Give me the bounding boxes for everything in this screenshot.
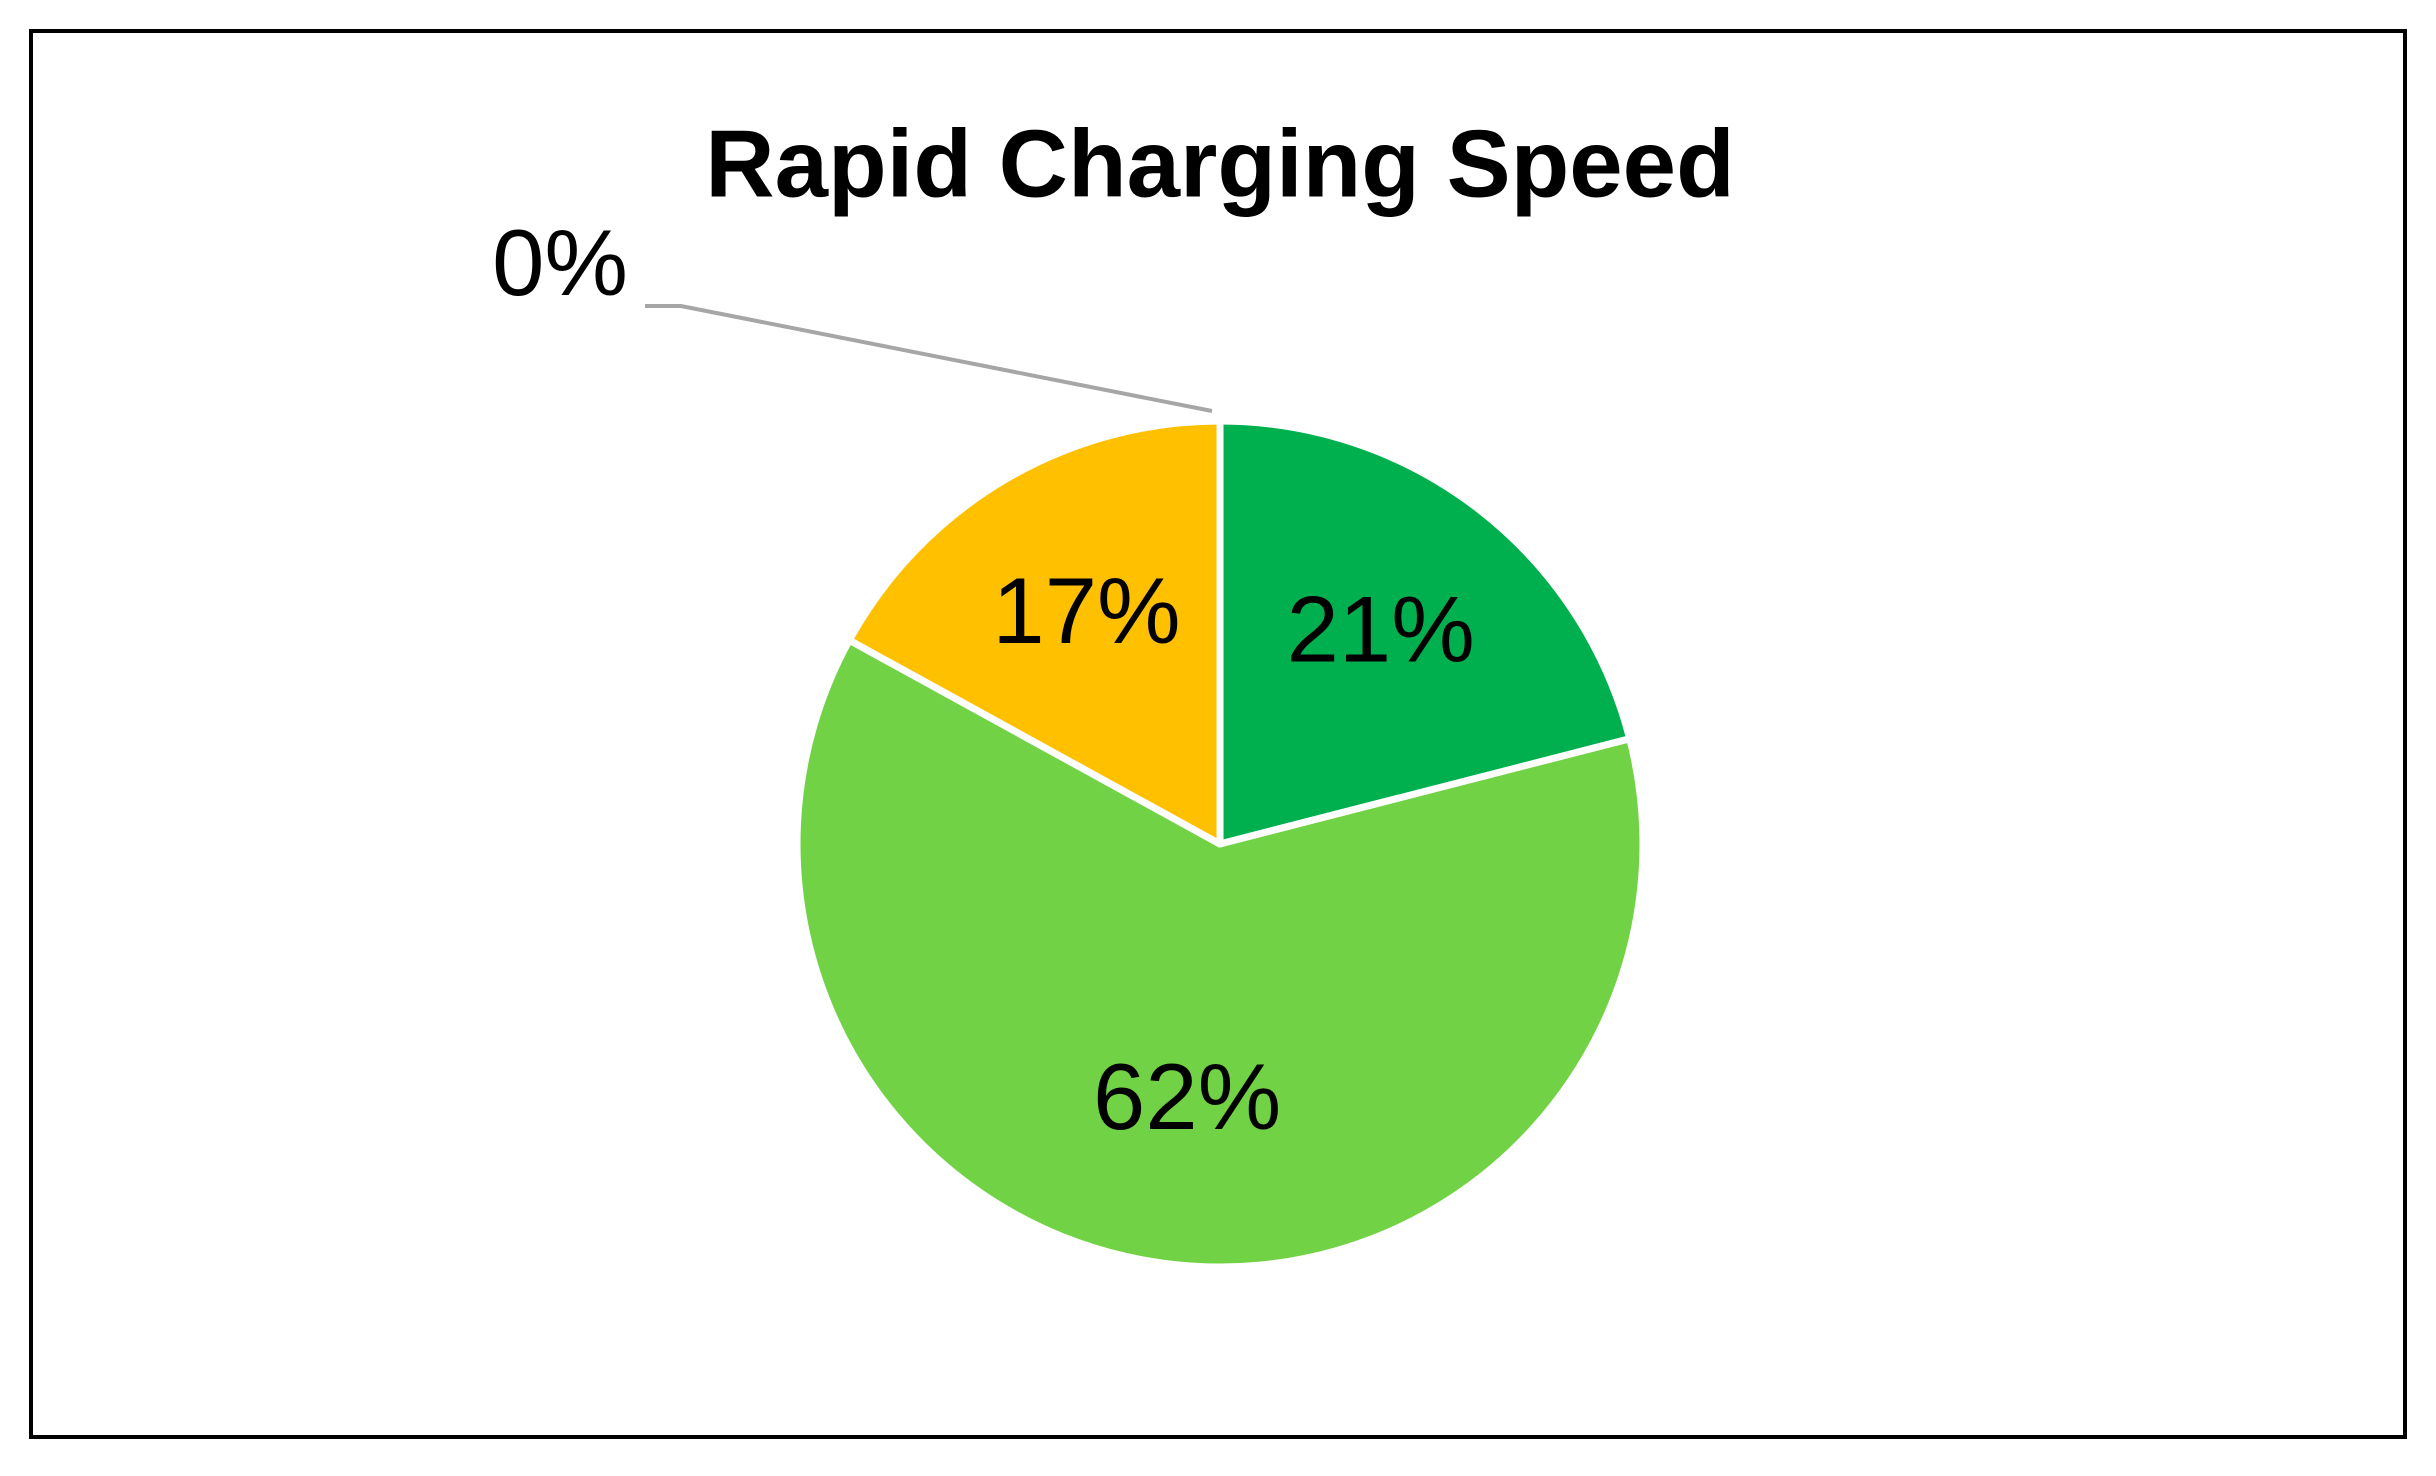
data-label: 62% <box>1093 1044 1281 1149</box>
leader-line <box>645 304 1213 413</box>
chart-title: Rapid Charging Speed <box>705 110 1734 217</box>
pie-slice <box>1216 417 1634 848</box>
data-label: 17% <box>992 558 1180 663</box>
data-label: 0% <box>492 210 628 315</box>
data-label: 21% <box>1287 577 1475 682</box>
pie-slice <box>845 417 1224 848</box>
pie-slice <box>793 636 1647 1271</box>
